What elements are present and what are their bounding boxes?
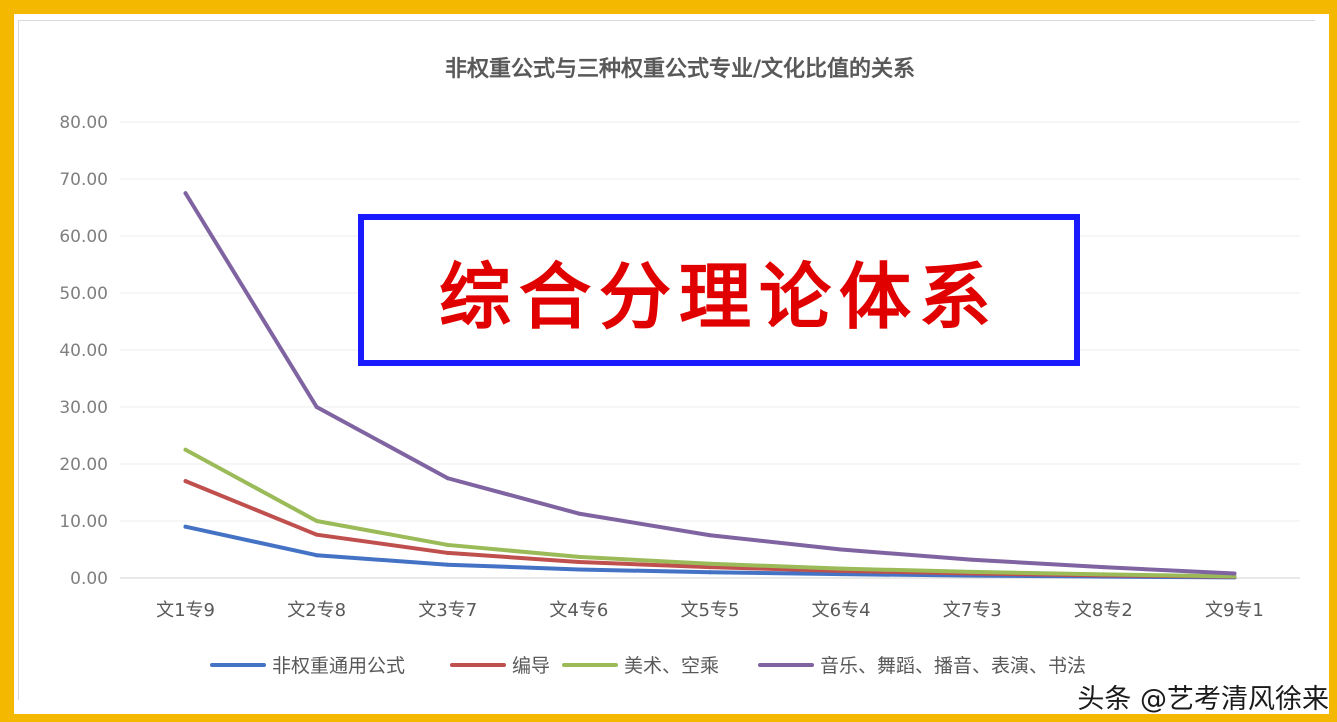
legend: 非权重通用公式 编导 美术、空乘 音乐、舞蹈、播音、表演、书法 (210, 655, 1086, 677)
data-point (314, 553, 319, 558)
data-point (576, 554, 581, 559)
x-tick-label: 文7专3 (943, 600, 1002, 621)
x-tick-label: 文9专1 (1205, 600, 1264, 621)
data-point (445, 542, 450, 547)
chart-border (18, 20, 1315, 700)
x-axis-ticks: 文1专9 文2专8 文3专7 文4专6 文5专5 文6专4 文7专3 文8专2 文9专1 (156, 600, 1264, 621)
legend-label: 非权重通用公式 (272, 655, 405, 677)
data-point (1101, 572, 1106, 577)
data-point (708, 533, 712, 538)
data-point (970, 569, 975, 574)
data-point (708, 561, 712, 566)
x-tick-label: 文5专5 (681, 600, 740, 621)
data-point (839, 566, 844, 571)
watermark: 头条 @艺考清风徐来 (1077, 684, 1329, 715)
data-point (839, 547, 844, 552)
data-point (445, 476, 450, 481)
y-tick-label: 0.00 (70, 569, 108, 589)
legend-label: 音乐、舞蹈、播音、表演、书法 (820, 655, 1086, 677)
data-point (314, 405, 319, 409)
data-point (970, 557, 975, 562)
y-tick-label: 60.00 (59, 227, 108, 247)
y-tick-label: 10.00 (59, 512, 108, 532)
x-tick-label: 文6专4 (812, 600, 871, 621)
data-point (576, 560, 581, 565)
y-tick-label: 20.00 (59, 455, 108, 475)
data-point (708, 565, 712, 570)
data-point (314, 519, 319, 523)
data-point (445, 562, 450, 567)
data-point (839, 572, 844, 577)
legend-label: 美术、空乘 (624, 655, 719, 677)
y-tick-label: 50.00 (59, 284, 108, 304)
chart-title: 非权重公式与三种权重公式专业/文化比值的关系 (445, 56, 915, 82)
y-tick-label: 30.00 (59, 398, 108, 418)
data-point (314, 532, 319, 537)
x-tick-label: 文3专7 (418, 600, 477, 621)
y-tick-label: 80.00 (59, 113, 108, 133)
y-tick-label: 70.00 (59, 170, 108, 190)
y-tick-label: 40.00 (59, 341, 108, 361)
data-point (1101, 565, 1106, 570)
data-point (708, 570, 712, 575)
data-point (576, 567, 581, 572)
data-point (183, 447, 188, 452)
data-point (1232, 571, 1237, 576)
overlay-stamp: 综合分理论体系 (358, 214, 1080, 366)
legend-label: 编导 (512, 655, 550, 677)
series-lines (183, 191, 1237, 580)
data-point (445, 550, 450, 555)
data-point (183, 191, 188, 196)
x-tick-label: 文1专9 (156, 600, 215, 621)
x-tick-label: 文8专2 (1074, 600, 1133, 621)
y-axis-ticks: 0.00 10.00 20.00 30.00 40.00 50.00 60.00 70.00 8… (59, 113, 108, 589)
stamp-text: 综合分理论体系 (438, 253, 999, 339)
x-tick-label: 文4专6 (549, 600, 608, 621)
data-point (1232, 574, 1237, 579)
data-point (183, 524, 188, 529)
data-point (576, 511, 581, 516)
data-point (183, 479, 188, 484)
x-tick-label: 文2专8 (287, 600, 346, 621)
